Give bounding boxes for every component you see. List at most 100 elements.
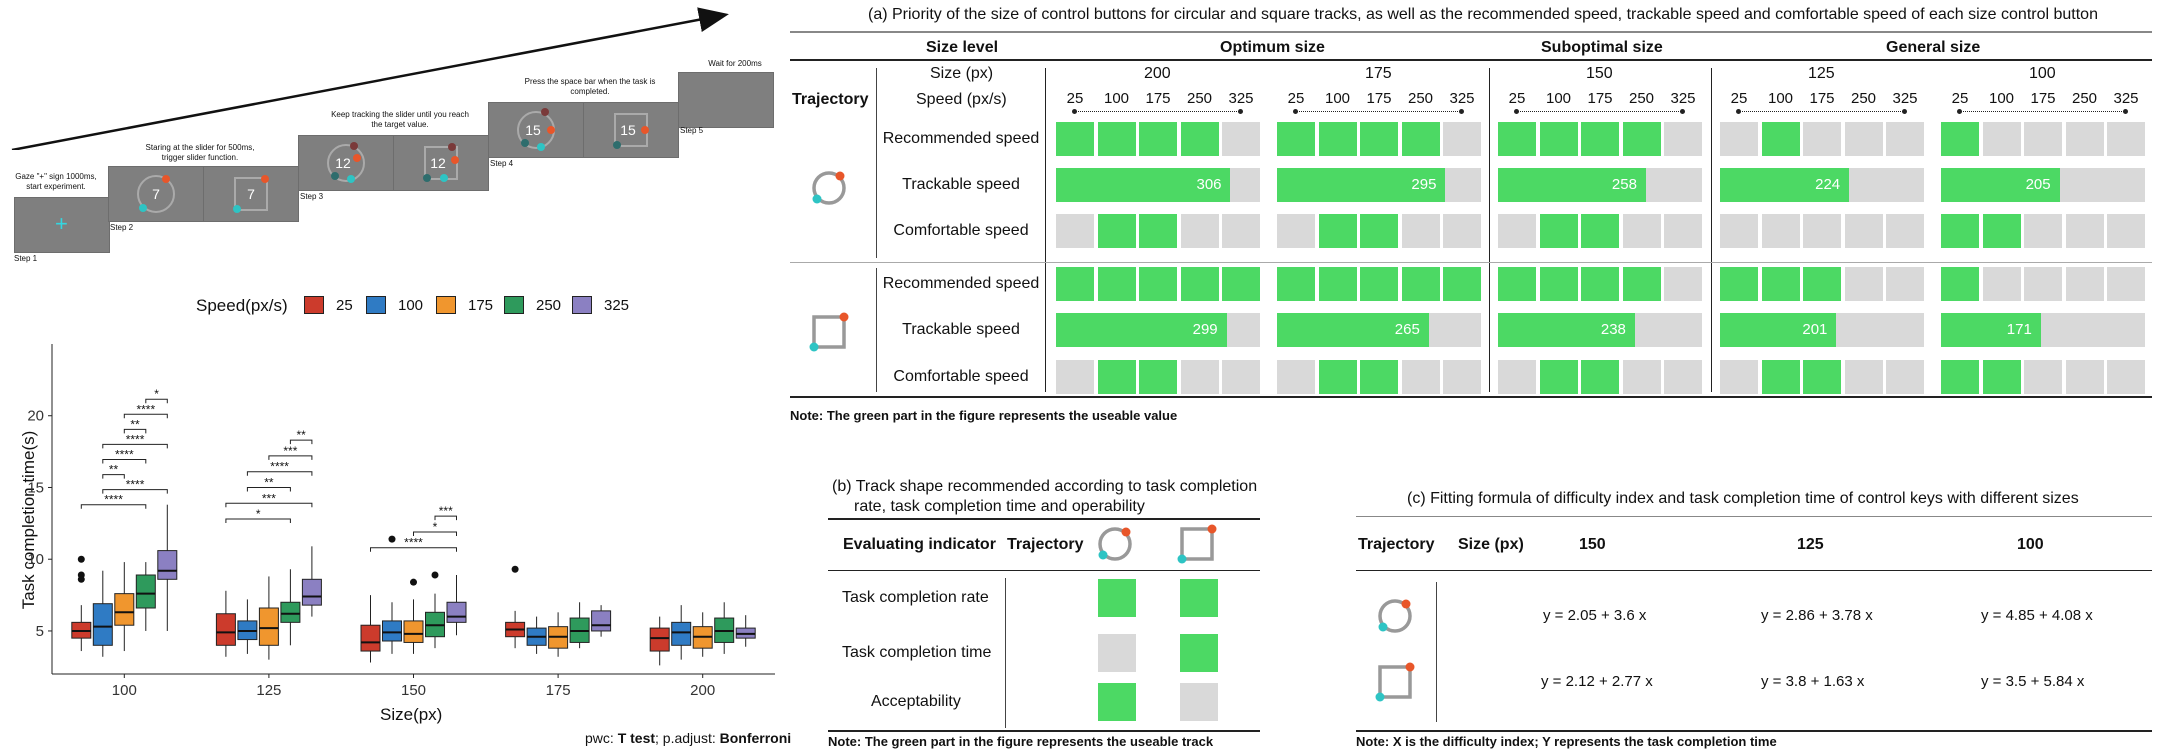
panel-b-title-2: rate, task completion time and operabili… <box>854 498 1145 515</box>
outlier-100-25-2 <box>77 555 85 563</box>
step3-label: Step 3 <box>300 192 324 201</box>
speed-axis-start-175 <box>1293 109 1298 114</box>
circle-trackable-bar-100 <box>1941 168 2060 202</box>
sig-label-150-16: **** <box>404 536 423 550</box>
panel-a-note: Note: The green part in the figure repre… <box>790 408 1178 423</box>
y-tick-label-10: 10 <box>27 551 44 568</box>
square-track-icon-b <box>1177 524 1217 564</box>
square-row-label-2: Comfortable speed <box>893 368 1029 385</box>
circle-trackable-value-200: 306 <box>1196 176 1222 193</box>
circle-recommended-200-25 <box>1056 122 1094 156</box>
sig-bracket-100-7 <box>80 504 147 509</box>
speed-axis-end-200 <box>1238 109 1243 114</box>
square-recommended-125-325 <box>1886 267 1924 301</box>
circle-comfortable-100-175 <box>2024 214 2062 248</box>
circle-trackable-value-100: 205 <box>2025 176 2051 193</box>
square-recommended-150-25 <box>1498 267 1536 301</box>
trajectory-label: Trajectory <box>792 91 869 108</box>
panel-b-row-label-2: Acceptability <box>871 693 961 710</box>
circle-recommended-150-175 <box>1581 122 1619 156</box>
speed-tick-125-325: 325 <box>1892 90 1918 107</box>
circle-comfortable-125-25 <box>1720 214 1758 248</box>
square-comfortable-150-25 <box>1498 360 1536 394</box>
col-size-100: 100 <box>2017 536 2044 553</box>
circle-row-label-1: Trackable speed <box>902 176 1020 193</box>
speed-axis-start-150 <box>1514 109 1519 114</box>
speed-axis-100 <box>1960 111 2126 112</box>
box-200-25 <box>649 627 670 652</box>
step3-caption: Keep tracking the slider until you reach… <box>331 110 469 129</box>
speed-tick-125-175: 175 <box>1809 90 1835 107</box>
speed-tick-200-175: 175 <box>1145 90 1171 107</box>
square-recommended-100-250 <box>2065 267 2104 301</box>
sig-label-100-5: ** <box>109 463 119 477</box>
circle-recommended-125-25 <box>1720 122 1758 156</box>
speed-tick-125-25: 25 <box>1730 90 1748 107</box>
sig-label-125-13: * <box>256 507 261 521</box>
circle-comfortable-125-175 <box>1803 214 1841 248</box>
x-tick-label-150: 150 <box>401 682 426 699</box>
step5-caption: Wait for 200ms <box>708 59 762 68</box>
speed-axis-125 <box>1739 111 1905 112</box>
speed-tick-100-325: 325 <box>2113 90 2139 107</box>
box-100-100 <box>92 603 113 646</box>
step4-label: Step 4 <box>490 159 514 168</box>
square-track-icon <box>809 312 849 352</box>
speed-axis-end-125 <box>1902 109 1907 114</box>
legend-label-25: 25 <box>336 297 353 314</box>
box-100-325 <box>157 550 178 580</box>
square-recommended-100-325 <box>2107 267 2145 301</box>
circle-comfortable-175-250 <box>1401 214 1440 248</box>
speed-axis-end-175 <box>1459 109 1464 114</box>
circle-trackable-value-150: 258 <box>1611 176 1637 193</box>
circle-track-icon-b <box>1098 527 1132 561</box>
speed-tick-100-25: 25 <box>1951 90 1969 107</box>
circle-recommended-100-175 <box>2024 122 2062 156</box>
size-125: 125 <box>1808 65 1835 82</box>
sig-bracket-100-6 <box>102 489 168 494</box>
square-comfortable-200-175 <box>1139 360 1177 394</box>
legend-label-175: 175 <box>468 297 494 314</box>
svg-text:7: 7 <box>247 186 255 202</box>
square-comfortable-175-325 <box>1443 360 1481 394</box>
step5-label: Step 5 <box>680 126 704 135</box>
circle-trackable-value-175: 295 <box>1411 176 1437 193</box>
square-trackable-value-100: 171 <box>2006 321 2032 338</box>
square-recommended-200-25 <box>1056 267 1094 301</box>
step5-screen <box>678 72 774 128</box>
circle-comfortable-125-250 <box>1844 214 1883 248</box>
circle-track-icon <box>812 171 846 205</box>
sig-bracket-125-12 <box>225 502 313 508</box>
circle-trackable-bar-125 <box>1720 168 1850 202</box>
square-comfortable-175-175 <box>1360 360 1398 394</box>
size-100: 100 <box>2029 65 2056 82</box>
x-tick-label-125: 125 <box>256 682 281 699</box>
square-recommended-200-175 <box>1139 267 1177 301</box>
square-comfortable-125-175 <box>1803 360 1841 394</box>
circle-comfortable-125-325 <box>1886 214 1924 248</box>
sig-bracket-100-3 <box>102 443 168 449</box>
square-recommended-125-250 <box>1844 267 1883 301</box>
formula-circle-125: y = 2.86 + 3.78 x <box>1761 607 1873 624</box>
legend-swatch-325 <box>572 296 592 314</box>
speed-axis-175 <box>1296 111 1462 112</box>
circle-recommended-100-100 <box>1982 122 2021 156</box>
square-comfortable-100-325 <box>2107 360 2145 394</box>
square-trackable-value-150: 238 <box>1600 321 1626 338</box>
circle-recommended-150-100 <box>1539 122 1578 156</box>
sig-label-125-11: ** <box>264 475 274 489</box>
box-125-175 <box>258 607 279 646</box>
sig-bracket-125-11 <box>246 486 291 492</box>
col-size-150: 150 <box>1579 536 1606 553</box>
sig-bracket-100-2 <box>123 428 147 434</box>
sig-label-100-6: **** <box>126 478 145 492</box>
circle-comfortable-125-100 <box>1761 214 1800 248</box>
box-150-175 <box>403 620 424 643</box>
sig-label-100-7: **** <box>104 493 123 507</box>
box-125-25 <box>215 613 236 646</box>
box-125-325 <box>301 578 322 606</box>
col-trajectory-c: Trajectory <box>1358 536 1435 553</box>
square-recommended-175-100 <box>1318 267 1357 301</box>
col-size-c: Size (px) <box>1458 536 1524 553</box>
circle-recommended-100-250 <box>2065 122 2104 156</box>
